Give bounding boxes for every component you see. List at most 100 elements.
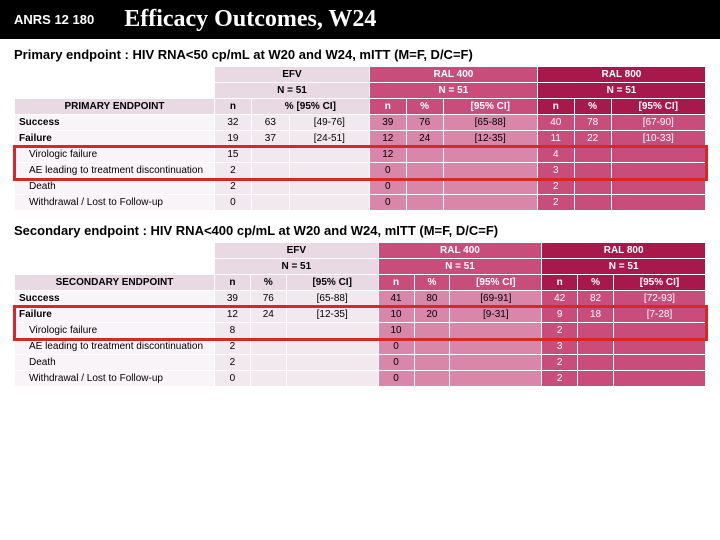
cell — [574, 195, 611, 211]
cell: [65-88] — [443, 115, 537, 131]
cell: 3 — [542, 339, 578, 355]
cell — [443, 163, 537, 179]
group-header: EFV — [215, 243, 379, 259]
cell: 3 — [537, 163, 574, 179]
cell — [450, 323, 542, 339]
cell — [414, 355, 450, 371]
cell — [443, 195, 537, 211]
cell — [251, 163, 289, 179]
cell: 2 — [542, 355, 578, 371]
cell: 2 — [542, 323, 578, 339]
cell — [443, 179, 537, 195]
cell — [611, 163, 705, 179]
cell: 19 — [215, 131, 252, 147]
cell — [250, 355, 286, 371]
cell: [7-28] — [614, 307, 706, 323]
cell — [614, 371, 706, 387]
n-header: N = 51 — [215, 83, 370, 99]
cell — [578, 339, 614, 355]
cell: 0 — [369, 195, 406, 211]
col-header: % — [250, 275, 286, 291]
group-header: RAL 400 — [378, 243, 542, 259]
cell: 2 — [215, 339, 251, 355]
cell — [443, 147, 537, 163]
col-header: PRIMARY ENDPOINT — [15, 99, 215, 115]
cell: 76 — [406, 115, 443, 131]
cell: [65-88] — [286, 291, 378, 307]
cell: 12 — [215, 307, 251, 323]
cell: 8 — [215, 323, 251, 339]
table-row: Success3976[65-88]4180[69-91]4282[72-93] — [15, 291, 706, 307]
n-header: N = 51 — [378, 259, 542, 275]
cell: 80 — [414, 291, 450, 307]
cell: [72-93] — [614, 291, 706, 307]
cell: 0 — [369, 179, 406, 195]
cell — [578, 371, 614, 387]
cell — [251, 147, 289, 163]
cell: 15 — [215, 147, 252, 163]
n-header: N = 51 — [215, 259, 379, 275]
cell: 0 — [369, 163, 406, 179]
cell — [414, 371, 450, 387]
cell — [289, 195, 369, 211]
cell: 2 — [537, 195, 574, 211]
secondary-endpoint-label: Secondary endpoint : HIV RNA<400 cp/mL a… — [0, 215, 720, 242]
table-row: AE leading to treatment discontinuation2… — [15, 339, 706, 355]
cell — [414, 323, 450, 339]
cell — [450, 339, 542, 355]
table-row: Success3263[49-76]3976[65-88]4078[67-90] — [15, 115, 706, 131]
table-row: Failure1937[24-51]1224[12-35]1122[10-33] — [15, 131, 706, 147]
col-header: n — [542, 275, 578, 291]
cell: 42 — [542, 291, 578, 307]
cell: 39 — [369, 115, 406, 131]
n-header: N = 51 — [542, 259, 706, 275]
col-header: % — [578, 275, 614, 291]
col-header: % [95% CI] — [251, 99, 369, 115]
cell: 2 — [215, 355, 251, 371]
cell — [250, 323, 286, 339]
cell: 18 — [578, 307, 614, 323]
cell — [614, 323, 706, 339]
cell: 4 — [537, 147, 574, 163]
cell — [406, 179, 443, 195]
cell — [251, 195, 289, 211]
cell: [69-91] — [450, 291, 542, 307]
cell: 9 — [542, 307, 578, 323]
cell — [614, 339, 706, 355]
cell — [289, 147, 369, 163]
col-header: [95% CI] — [614, 275, 706, 291]
group-header: RAL 800 — [542, 243, 706, 259]
cell: 0 — [378, 371, 414, 387]
cell — [286, 371, 378, 387]
cell: 78 — [574, 115, 611, 131]
cell: 0 — [378, 339, 414, 355]
cell: [12-35] — [443, 131, 537, 147]
cell — [286, 339, 378, 355]
row-label: AE leading to treatment discontinuation — [15, 163, 215, 179]
col-header: [95% CI] — [443, 99, 537, 115]
row-label: Death — [15, 355, 215, 371]
cell — [289, 163, 369, 179]
row-label: Failure — [15, 307, 215, 323]
col-header: [95% CI] — [450, 275, 542, 291]
cell: 41 — [378, 291, 414, 307]
row-label: Virologic failure — [15, 323, 215, 339]
cell — [406, 163, 443, 179]
table-row: Withdrawal / Lost to Follow-up002 — [15, 195, 706, 211]
cell: 0 — [215, 195, 252, 211]
cell — [286, 355, 378, 371]
table-row: Virologic failure15124 — [15, 147, 706, 163]
cell: [9-31] — [450, 307, 542, 323]
cell — [611, 179, 705, 195]
col-header: % — [406, 99, 443, 115]
row-label: AE leading to treatment discontinuation — [15, 339, 215, 355]
primary-table-wrap: EFVRAL 400RAL 800N = 51N = 51N = 51PRIMA… — [0, 66, 720, 215]
row-label: Death — [15, 179, 215, 195]
cell — [250, 339, 286, 355]
cell: 22 — [574, 131, 611, 147]
primary-table: EFVRAL 400RAL 800N = 51N = 51N = 51PRIMA… — [14, 66, 706, 211]
cell: [24-51] — [289, 131, 369, 147]
cell — [289, 179, 369, 195]
cell — [611, 195, 705, 211]
group-header: RAL 800 — [537, 67, 705, 83]
